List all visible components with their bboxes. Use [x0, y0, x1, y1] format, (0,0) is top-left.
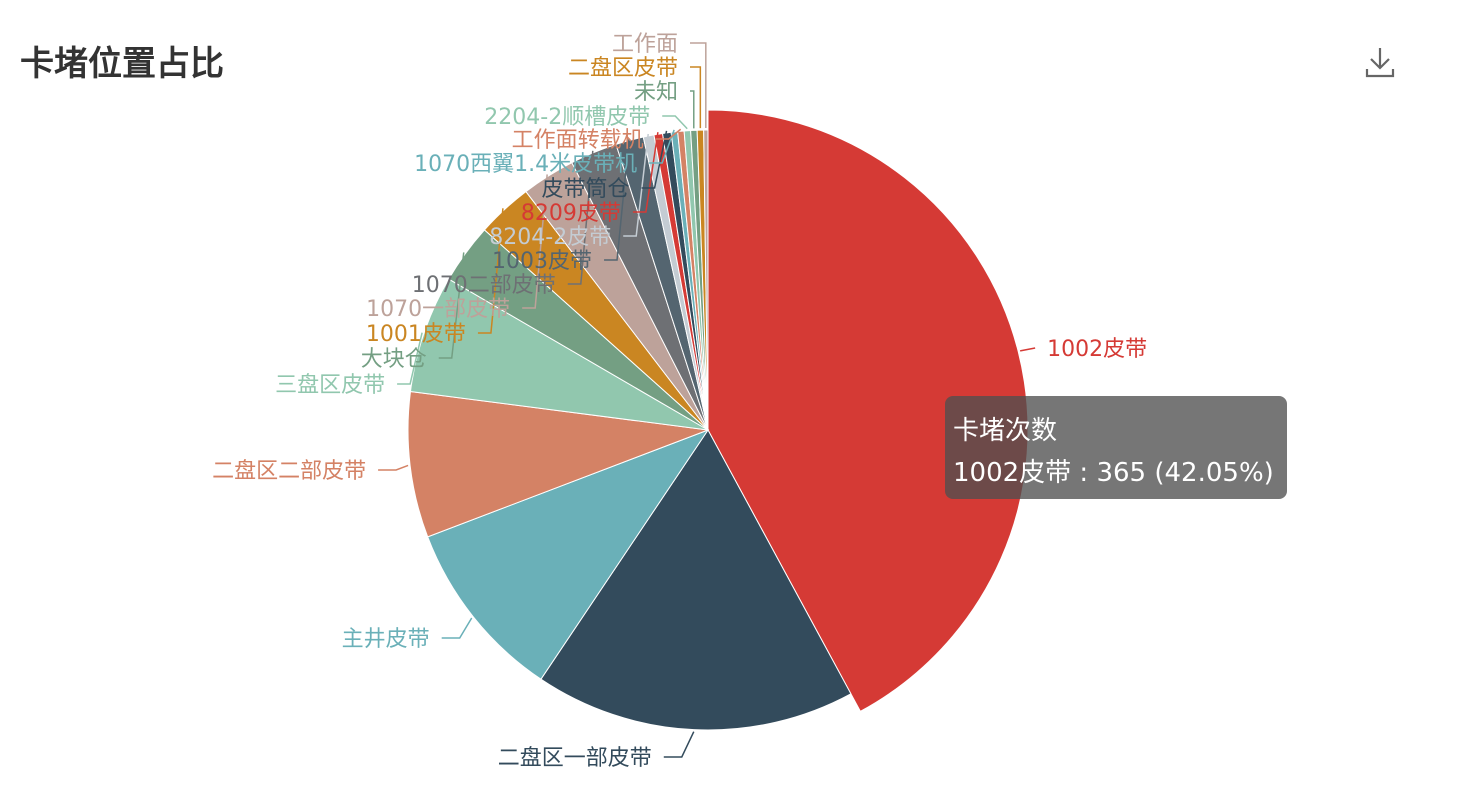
slice-label: 2204-2顺槽皮带 — [484, 105, 650, 130]
slice-label: 三盘区皮带 — [275, 373, 385, 398]
pie-slice[interactable] — [703, 129, 709, 431]
tooltip-value-line: 1002皮带 : 365 (42.05%) — [953, 452, 1287, 494]
pie-slice[interactable] — [407, 390, 709, 538]
label-leader-line — [662, 115, 688, 130]
slice-label: 1002皮带 — [1047, 337, 1147, 362]
slice-label: 1001皮带 — [366, 322, 466, 347]
label-leader-line — [477, 208, 504, 334]
label-leader-line — [438, 252, 465, 359]
pie-slice[interactable] — [409, 278, 709, 431]
label-leader-line — [632, 132, 659, 213]
label-leader-line — [655, 128, 682, 140]
chart-title: 卡堵位置占比 — [20, 44, 224, 84]
label-leader-line — [567, 150, 594, 285]
tooltip-separator: : — [1071, 458, 1097, 488]
slice-label: 大块仓 — [361, 347, 427, 372]
slice-label: 1003皮带 — [492, 249, 592, 274]
label-leader-line — [690, 42, 707, 129]
label-leader-line — [378, 464, 409, 471]
slice-label: 皮带筒仓 — [542, 177, 630, 202]
label-leader-line — [522, 174, 548, 309]
slice-label: 1070二部皮带 — [412, 273, 556, 298]
tooltip-label: 1002皮带 — [953, 458, 1072, 488]
slice-label: 主井皮带 — [342, 627, 430, 652]
label-leader-line — [690, 66, 702, 129]
slice-label: 1070一部皮带 — [366, 297, 510, 322]
slice-label: 8204-2皮带 — [489, 225, 611, 250]
slice-label: 1070西翼1.4米皮带机 — [414, 152, 637, 177]
tooltip-percent: (42.05%) — [1154, 458, 1274, 488]
slice-label: 二盘区二部皮带 — [212, 459, 366, 484]
slice-label: 8209皮带 — [521, 201, 621, 226]
slice-label: 工作面转载机 — [512, 128, 644, 153]
download-icon[interactable] — [1360, 42, 1400, 82]
label-leader-line — [649, 129, 675, 164]
label-leader-line — [397, 332, 423, 385]
label-leader-line — [623, 133, 649, 237]
slice-label: 二盘区一部皮带 — [498, 746, 652, 771]
label-leader-line — [690, 90, 695, 129]
slice-label: 二盘区皮带 — [568, 56, 678, 81]
pie-slice[interactable] — [540, 429, 852, 731]
label-leader-line — [1019, 347, 1036, 352]
pie-slice[interactable] — [707, 109, 1029, 713]
label-leader-line — [604, 138, 630, 261]
pie-slice[interactable] — [427, 428, 710, 680]
tooltip-series-name: 卡堵次数 — [953, 416, 1058, 446]
tooltip: 卡堵次数 1002皮带 : 365 (42.05%) — [945, 396, 1287, 499]
label-leader-line — [641, 130, 668, 189]
label-leader-line — [441, 617, 473, 639]
tooltip-value: 365 — [1096, 458, 1147, 488]
slice-label: 未知 — [634, 80, 678, 105]
slice-label: 工作面 — [612, 32, 678, 57]
label-leader-line — [663, 731, 695, 758]
